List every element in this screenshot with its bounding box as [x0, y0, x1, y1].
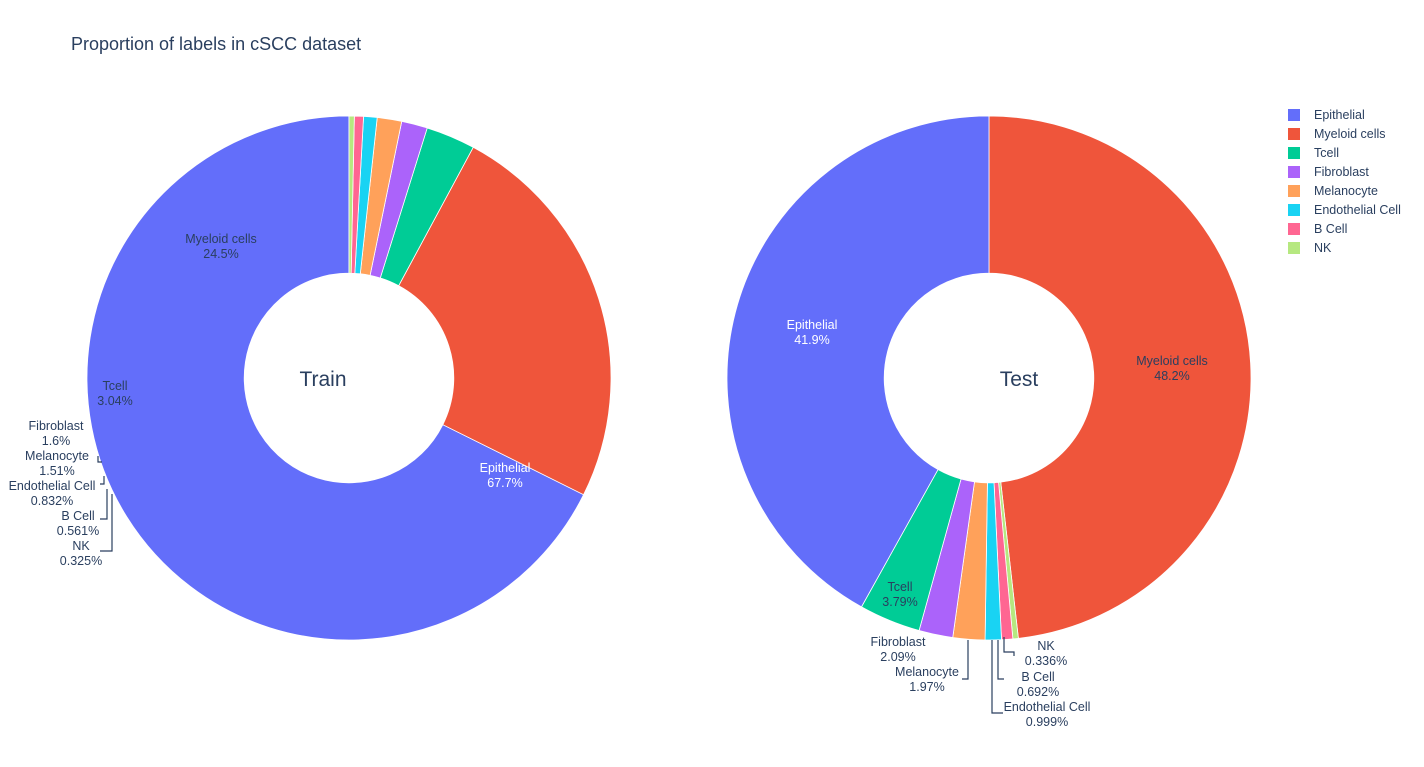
legend-swatch-nk [1288, 242, 1300, 254]
test-label-fibroblast: Fibroblast 2.09% [871, 635, 926, 664]
legend-item-fibroblast[interactable]: Fibroblast [1288, 165, 1369, 179]
legend-swatch-b-cell [1288, 223, 1300, 235]
legend-label-epithelial: Epithelial [1314, 108, 1365, 122]
legend-swatch-epithelial [1288, 109, 1300, 121]
test-label-epithelial: Epithelial 41.9% [787, 318, 838, 347]
chart-title: Proportion of labels in cSCC dataset [71, 34, 361, 54]
train-slice-epithelial[interactable] [86, 115, 585, 641]
test-label-b-cell: B Cell 0.692% [1017, 670, 1059, 699]
legend-label-melanocyte: Melanocyte [1314, 184, 1378, 198]
legend-swatch-fibroblast [1288, 166, 1300, 178]
legend-item-b-cell[interactable]: B Cell [1288, 222, 1347, 236]
train-center-label: Train [299, 368, 346, 391]
train-donut: Train Epithelial 67.7% Myeloid cells 24.5% Tc… [9, 115, 612, 641]
test-label-nk: NK 0.336% [1025, 639, 1067, 668]
legend-swatch-myeloid-cells [1288, 128, 1300, 140]
test-slice-epithelial[interactable] [726, 115, 990, 608]
train-label-tcell: Tcell 3.04% [97, 379, 132, 408]
test-leader-melanocyte [962, 640, 969, 680]
legend-swatch-endothelial-cell [1288, 204, 1300, 216]
legend-swatch-tcell [1288, 147, 1300, 159]
train-slice-nk[interactable] [348, 115, 355, 274]
legend-label-myeloid-cells: Myeloid cells [1314, 127, 1386, 141]
train-slice-myeloid-cells[interactable] [398, 146, 612, 496]
legend-item-myeloid-cells[interactable]: Myeloid cells [1288, 127, 1386, 141]
legend[interactable]: Epithelial Myeloid cells Tcell Fibroblast Me… [1288, 108, 1401, 255]
train-leader-b-cell [100, 489, 108, 520]
legend-item-endothelial-cell[interactable]: Endothelial Cell [1288, 203, 1401, 217]
test-label-endothelial-cell: Endothelial Cell 0.999% [1004, 700, 1091, 729]
legend-label-b-cell: B Cell [1314, 222, 1347, 236]
train-leader-endothelial-cell [100, 476, 105, 485]
legend-item-epithelial[interactable]: Epithelial [1288, 108, 1365, 122]
legend-item-nk[interactable]: NK [1288, 241, 1332, 255]
legend-label-nk: NK [1314, 241, 1332, 255]
legend-label-tcell: Tcell [1314, 146, 1339, 160]
train-label-myeloid-cells: Myeloid cells 24.5% [185, 232, 257, 261]
train-leader-melanocyte [97, 456, 102, 463]
test-label-tcell: Tcell 3.79% [882, 580, 917, 609]
test-center-label: Test [1000, 368, 1039, 391]
legend-item-tcell[interactable]: Tcell [1288, 146, 1339, 160]
train-label-b-cell: B Cell 0.561% [57, 509, 99, 538]
legend-swatch-melanocyte [1288, 185, 1300, 197]
train-label-fibroblast: Fibroblast 1.6% [29, 419, 84, 448]
test-label-melanocyte: Melanocyte 1.97% [895, 665, 959, 694]
test-leader-b-cell [997, 640, 1004, 680]
train-label-epithelial: Epithelial 67.7% [480, 461, 531, 490]
legend-label-endothelial-cell: Endothelial Cell [1314, 203, 1401, 217]
test-donut: Test Myeloid cells 48.2% NK 0.336%B Cell 0.69… [726, 115, 1252, 729]
legend-item-melanocyte[interactable]: Melanocyte [1288, 184, 1378, 198]
legend-label-fibroblast: Fibroblast [1314, 165, 1369, 179]
test-leader-nk [1003, 637, 1015, 656]
train-leader-nk [100, 494, 113, 552]
test-slice-myeloid-cells[interactable] [988, 115, 1252, 639]
test-label-myeloid-cells: Myeloid cells 48.2% [1136, 354, 1208, 383]
test-leader-endothelial-cell [991, 640, 1003, 714]
train-label-melanocyte: Melanocyte 1.51% [25, 449, 89, 478]
train-label-endothelial-cell: Endothelial Cell 0.832% [9, 479, 96, 508]
train-label-nk: NK 0.325% [60, 539, 102, 568]
